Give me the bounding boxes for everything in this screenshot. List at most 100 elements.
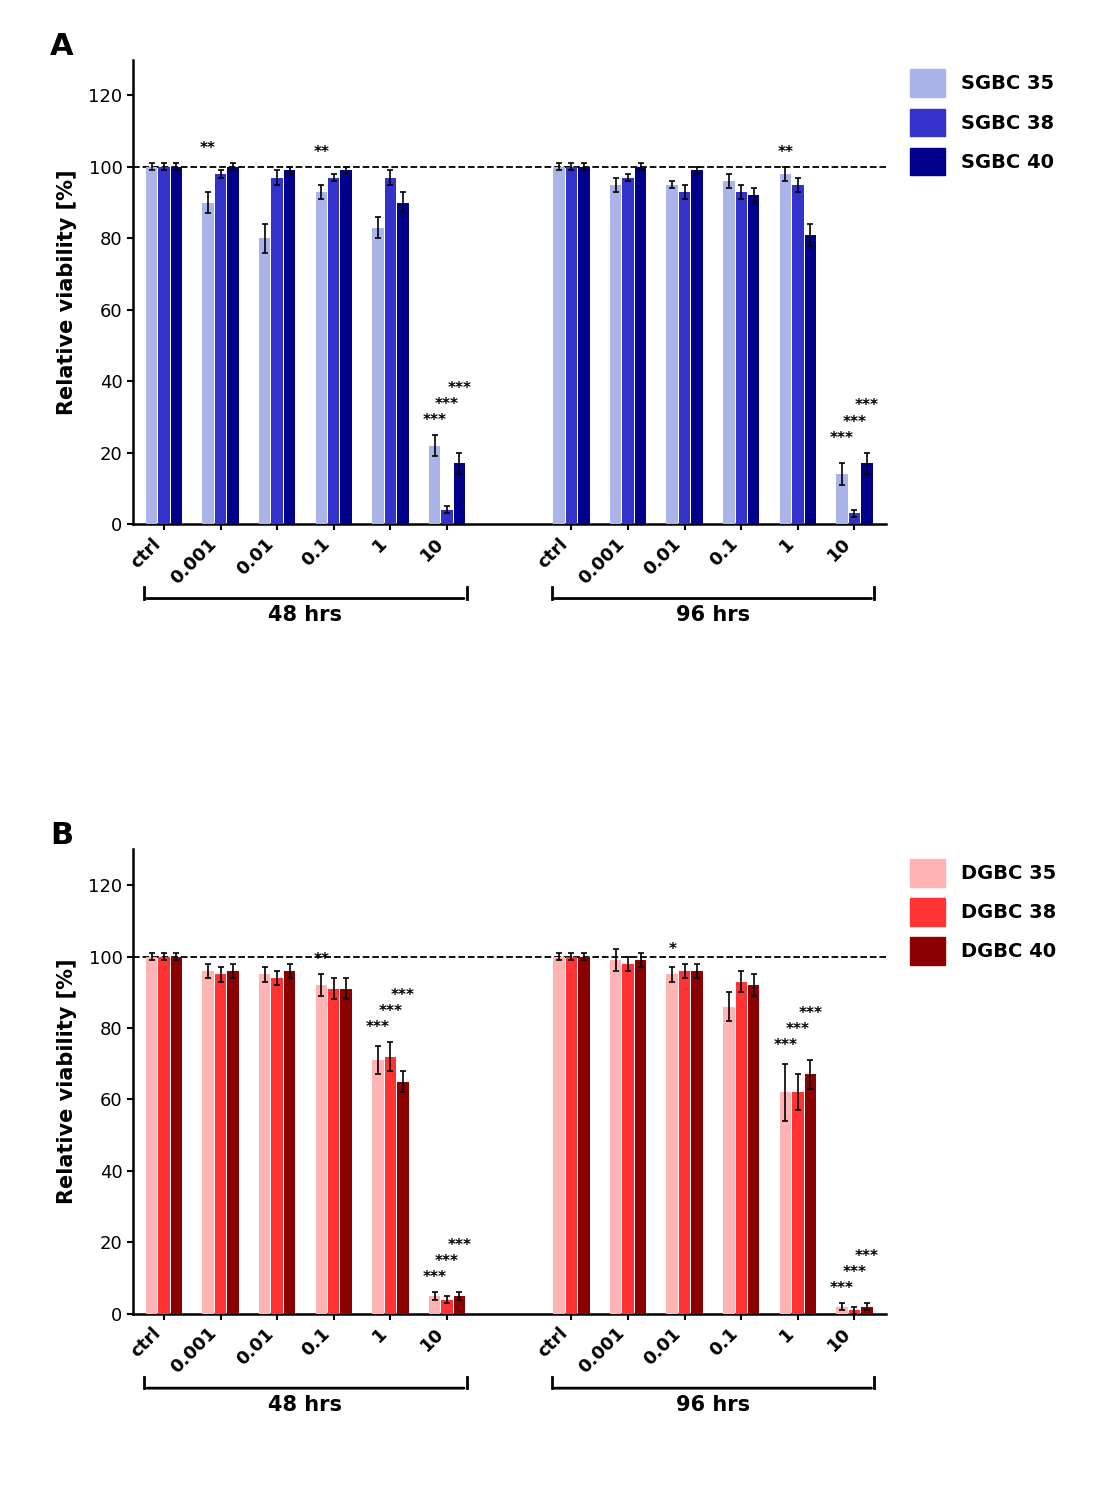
Bar [271, 178, 283, 524]
Bar [735, 193, 747, 524]
Bar [861, 1306, 872, 1314]
Text: A: A [50, 31, 74, 61]
Text: ***: *** [391, 988, 415, 1003]
Bar [692, 970, 703, 1314]
Bar [384, 178, 396, 524]
Text: ***: *** [830, 1281, 853, 1296]
Bar [723, 181, 735, 524]
Bar [259, 239, 270, 524]
Text: ***: *** [786, 1021, 810, 1038]
Bar [428, 1296, 441, 1314]
Bar [203, 203, 214, 524]
Bar [170, 957, 183, 1314]
Text: 48 hrs: 48 hrs [269, 606, 342, 626]
Bar [271, 978, 283, 1314]
Bar [793, 185, 804, 524]
Bar [634, 167, 646, 524]
Bar [666, 185, 677, 524]
Text: ***: *** [423, 1271, 446, 1285]
Bar [203, 970, 214, 1314]
Text: ***: *** [423, 412, 446, 427]
Bar [793, 1093, 804, 1314]
Bar [692, 170, 703, 524]
Text: *: * [669, 942, 676, 957]
Bar [454, 1296, 465, 1314]
Bar [861, 463, 872, 524]
Text: ***: *** [774, 1038, 797, 1053]
Bar [679, 193, 691, 524]
Bar [735, 981, 747, 1314]
Bar [622, 963, 634, 1314]
Text: ***: *** [435, 1254, 459, 1269]
Bar [146, 167, 157, 524]
Bar [666, 975, 677, 1314]
Text: ***: *** [855, 1248, 879, 1263]
Bar [442, 1299, 453, 1314]
Bar [227, 167, 239, 524]
Text: B: B [50, 821, 73, 851]
Text: ***: *** [447, 381, 472, 396]
Bar [849, 1311, 860, 1314]
Text: ***: *** [379, 1005, 402, 1020]
Bar [634, 960, 646, 1314]
Text: ***: *** [447, 1238, 472, 1253]
Bar [227, 970, 239, 1314]
Text: ***: *** [435, 397, 459, 412]
Bar [428, 445, 441, 524]
Bar [779, 1093, 792, 1314]
Bar [158, 167, 169, 524]
Bar [341, 988, 352, 1314]
Text: **: ** [313, 953, 329, 967]
Text: ***: *** [842, 1265, 867, 1280]
Bar [158, 957, 169, 1314]
Bar [836, 1306, 848, 1314]
Bar [566, 167, 577, 524]
Legend: DGBC 35, DGBC 38, DGBC 40: DGBC 35, DGBC 38, DGBC 40 [910, 858, 1056, 964]
Bar [610, 960, 621, 1314]
Bar [554, 167, 565, 524]
Bar [372, 1060, 384, 1314]
Text: ***: *** [798, 1006, 823, 1021]
Y-axis label: Relative viability [%]: Relative viability [%] [58, 169, 77, 415]
Bar [679, 970, 691, 1314]
Bar [315, 985, 327, 1314]
Text: **: ** [777, 145, 794, 160]
Bar [836, 475, 848, 524]
Bar [442, 511, 453, 524]
Bar [622, 178, 634, 524]
Bar [554, 957, 565, 1314]
Bar [805, 1075, 816, 1314]
Bar [215, 975, 226, 1314]
Legend: SGBC 35, SGBC 38, SGBC 40: SGBC 35, SGBC 38, SGBC 40 [910, 70, 1054, 175]
Bar [259, 975, 270, 1314]
Bar [849, 514, 860, 524]
Bar [315, 193, 327, 524]
Bar [283, 170, 296, 524]
Text: **: ** [200, 142, 216, 157]
Bar [328, 988, 340, 1314]
Bar [748, 985, 759, 1314]
Bar [578, 167, 590, 524]
Bar [566, 957, 577, 1314]
Bar [779, 175, 792, 524]
Bar [328, 178, 340, 524]
Bar [341, 170, 352, 524]
Y-axis label: Relative viability [%]: Relative viability [%] [58, 959, 77, 1205]
Text: 96 hrs: 96 hrs [676, 606, 751, 626]
Bar [146, 957, 157, 1314]
Bar [578, 957, 590, 1314]
Bar [283, 970, 296, 1314]
Bar [454, 463, 465, 524]
Text: ***: *** [830, 430, 853, 445]
Text: **: ** [313, 145, 329, 160]
Bar [384, 1057, 396, 1314]
Bar [372, 227, 384, 524]
Text: 48 hrs: 48 hrs [269, 1394, 342, 1415]
Bar [748, 196, 759, 524]
Bar [215, 175, 226, 524]
Bar [610, 185, 621, 524]
Bar [170, 167, 183, 524]
Text: 96 hrs: 96 hrs [676, 1394, 751, 1415]
Bar [397, 1081, 408, 1314]
Bar [723, 1006, 735, 1314]
